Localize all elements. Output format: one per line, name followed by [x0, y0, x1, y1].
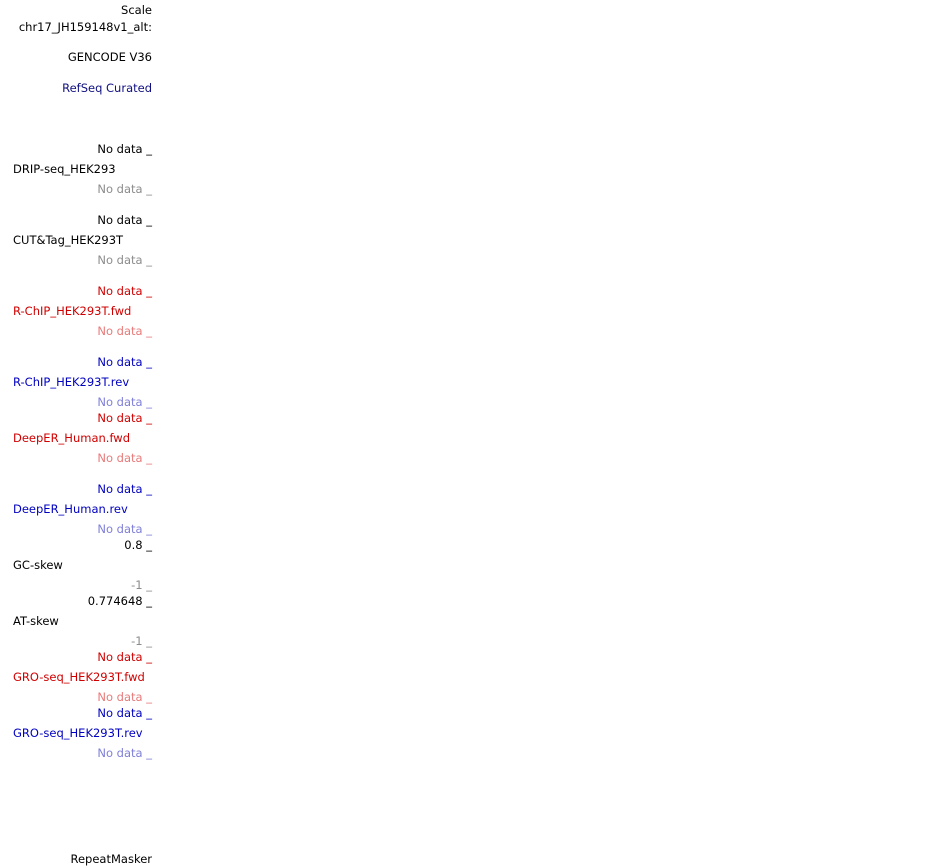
track-label[interactable]: GRO-seq_HEK293T.rev: [13, 726, 143, 740]
axis-min-label: -1 _: [131, 578, 152, 592]
axis-min-label: No data _: [97, 451, 152, 465]
track-label[interactable]: GC-skew: [13, 558, 63, 572]
axis-min-label: No data _: [97, 395, 152, 409]
axis-min-label: No data _: [97, 253, 152, 267]
track-label[interactable]: DRIP-seq_HEK293: [13, 162, 116, 176]
scale-label: Scale: [121, 3, 152, 17]
track-label[interactable]: GRO-seq_HEK293T.fwd: [13, 670, 145, 684]
axis-min-label: No data _: [97, 182, 152, 196]
axis-max-label: No data _: [97, 706, 152, 720]
track-label[interactable]: RefSeq Curated: [62, 81, 152, 95]
axis-max-label: 0.8 _: [124, 538, 152, 552]
track-label[interactable]: R-ChIP_HEK293T.fwd: [13, 304, 132, 318]
axis-min-label: No data _: [97, 690, 152, 704]
track-label[interactable]: GENCODE V36: [67, 50, 152, 64]
track-label[interactable]: RepeatMasker: [70, 852, 153, 866]
track-label[interactable]: AT-skew: [13, 614, 59, 628]
axis-min-label: -1 _: [131, 634, 152, 648]
axis-max-label: No data _: [97, 284, 152, 298]
axis-max-label: No data _: [97, 482, 152, 496]
position-label: chr17_JH159148v1_alt:: [18, 20, 152, 34]
track-label[interactable]: CUT&Tag_HEK293T: [13, 233, 124, 247]
axis-max-label: No data _: [97, 650, 152, 664]
track-label[interactable]: DeepER_Human.fwd: [13, 431, 130, 445]
axis-max-label: No data _: [97, 355, 152, 369]
track-label[interactable]: DeepER_Human.rev: [13, 502, 128, 516]
axis-min-label: No data _: [97, 324, 152, 338]
axis-min-label: No data _: [97, 522, 152, 536]
axis-max-label: No data _: [97, 213, 152, 227]
axis-max-label: 0.774648 _: [87, 594, 152, 608]
axis-max-label: No data _: [97, 411, 152, 425]
axis-max-label: No data _: [97, 142, 152, 156]
track-label[interactable]: R-ChIP_HEK293T.rev: [13, 375, 130, 389]
axis-min-label: No data _: [97, 746, 152, 760]
